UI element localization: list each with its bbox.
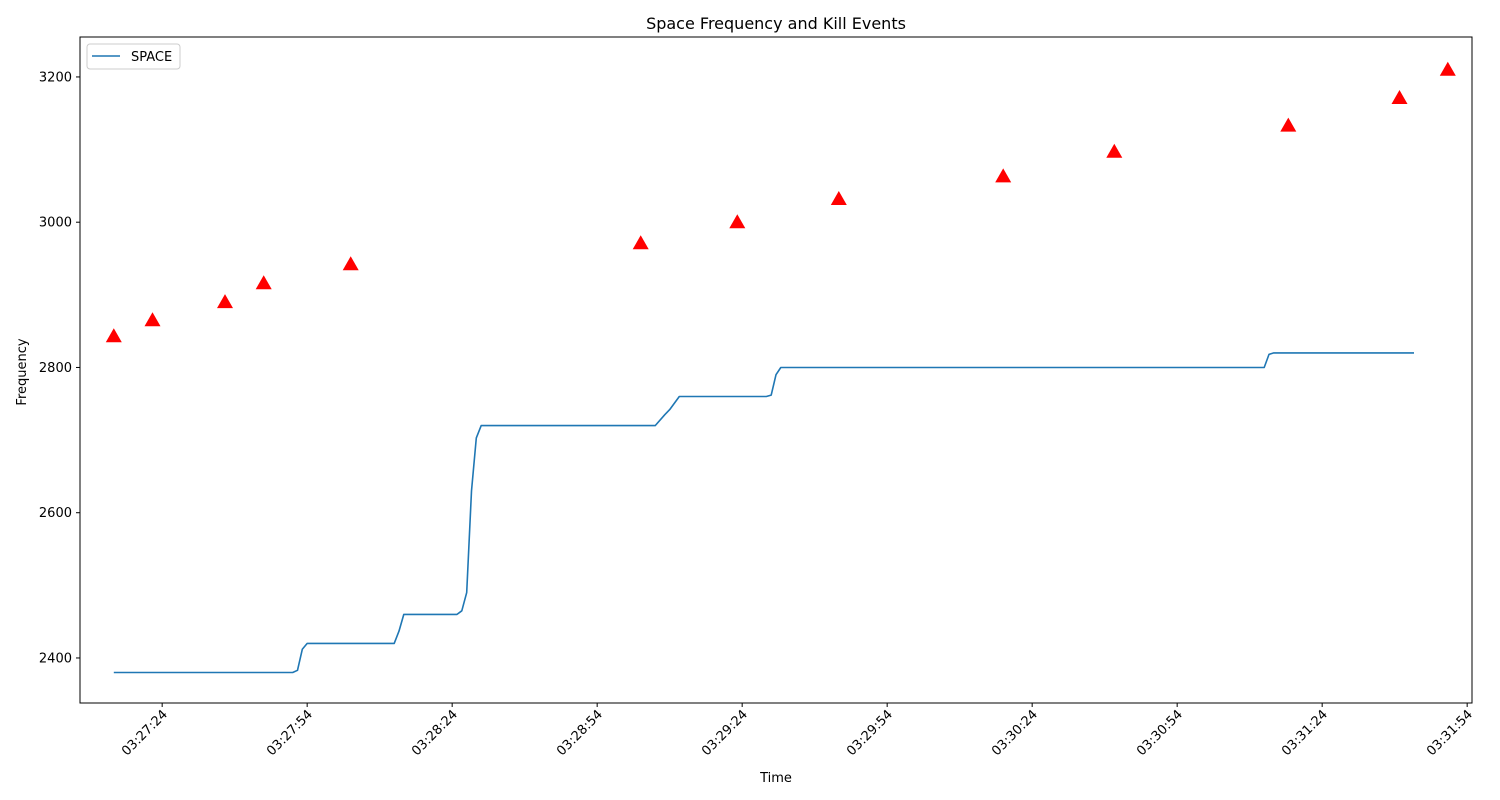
kill-event-marker-5 — [342, 256, 359, 271]
kill-event-marker-3 — [217, 294, 233, 309]
axes-frame — [79, 36, 1473, 704]
kill-event-marker-1 — [105, 328, 122, 343]
x-axis-title: Time — [759, 771, 792, 786]
kill-event-marker-9 — [995, 168, 1012, 183]
legend: SPACE — [86, 43, 181, 70]
y-tick-label-3000: 3000 — [39, 216, 72, 231]
chart-title: Space Frequency and Kill Events — [646, 14, 906, 33]
series-line-space — [113, 352, 1414, 674]
kill-event-marker-7 — [729, 214, 746, 229]
kill-event-marker-8 — [830, 191, 847, 205]
y-tick-label-3200: 3200 — [39, 70, 72, 85]
kill-event-marker-11 — [1280, 117, 1297, 132]
y-tick-label-2800: 2800 — [39, 361, 72, 376]
kill-event-marker-6 — [632, 235, 649, 250]
kill-event-marker-12 — [1391, 90, 1408, 104]
legend-label-space: SPACE — [131, 50, 172, 65]
kill-event-marker-10 — [1106, 143, 1123, 158]
y-tick-label-2400: 2400 — [39, 651, 72, 666]
kill-event-marker-4 — [255, 275, 272, 290]
y-axis-title: Frequency — [15, 338, 30, 405]
kill-event-marker-13 — [1439, 61, 1456, 76]
legend-box — [86, 43, 181, 70]
kill-event-marker-2 — [144, 312, 161, 327]
y-tick-label-2600: 2600 — [39, 506, 72, 521]
